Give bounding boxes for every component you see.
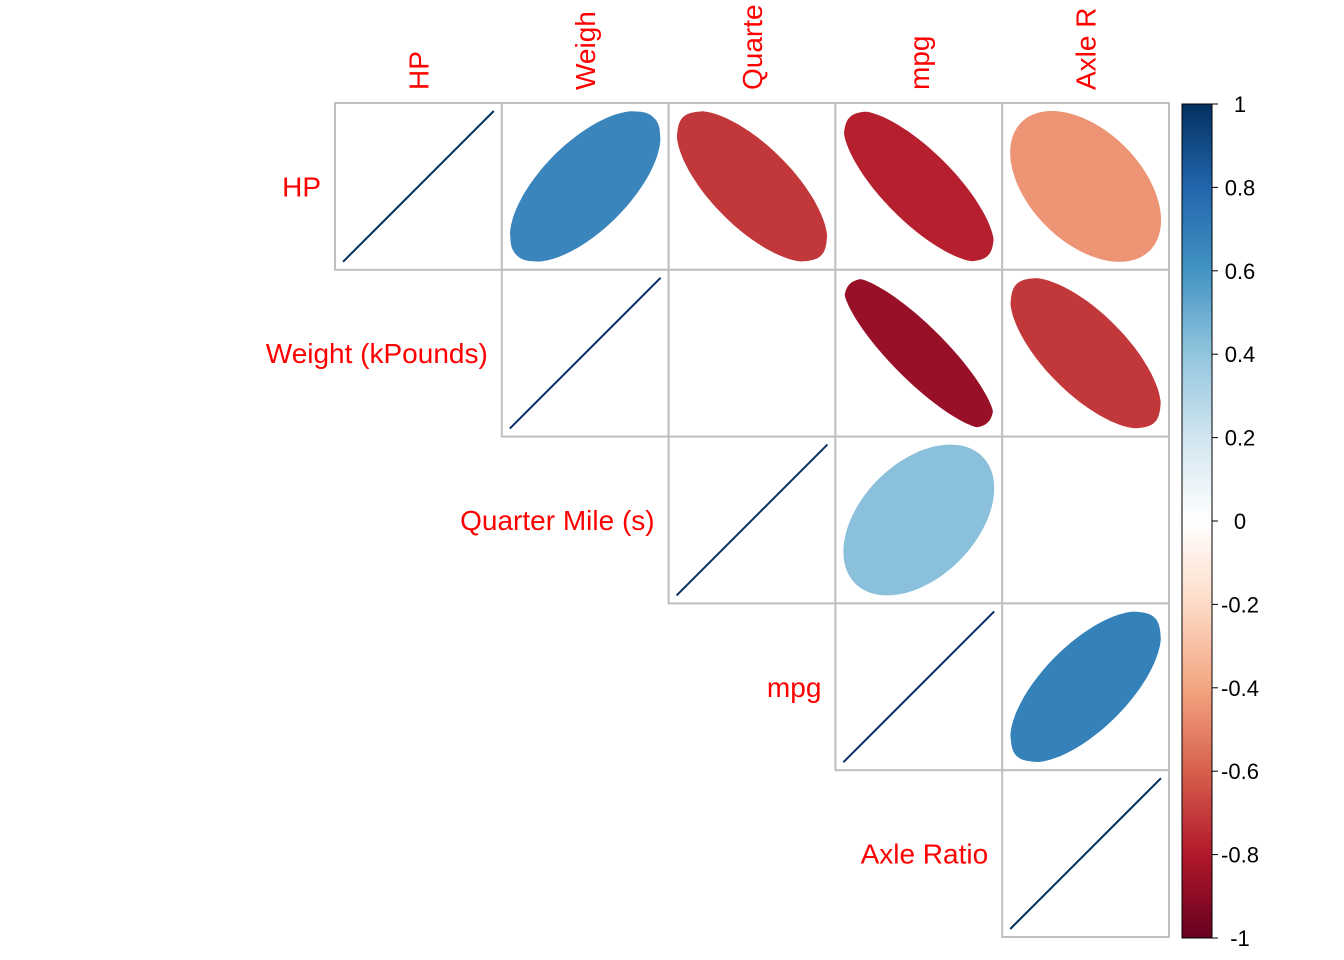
corr-ellipse-0-3	[844, 111, 994, 262]
colorbar-tick-label: 0.6	[1225, 259, 1256, 284]
cell-1-2	[667, 268, 837, 438]
corr-line-1-1	[509, 277, 662, 430]
cell-2-4	[1001, 435, 1171, 605]
colorbar-gradient	[1181, 103, 1213, 939]
row-label: HP	[282, 171, 321, 202]
row-label: mpg	[767, 672, 821, 703]
colorbar-tick-label: 0.8	[1225, 175, 1256, 200]
colorbar-tick-label: -1	[1230, 926, 1250, 951]
colorbar: 1 0.8 0.6 0.4 0.2 0 -0.2 -0.4 -0.6 -0.8 -1	[1181, 92, 1259, 951]
column-label: Weigh	[570, 11, 601, 90]
row-label: Quarter Mile (s)	[460, 505, 654, 536]
column-label: mpg	[904, 36, 935, 90]
corr-line-0-0	[342, 110, 495, 263]
correlation-cells	[334, 102, 1171, 939]
colorbar-tick-label: 0.2	[1225, 426, 1256, 451]
column-label: HP	[403, 51, 434, 90]
colorbar-tick-label: -0.8	[1221, 843, 1259, 868]
corr-ellipse-0-4	[1010, 111, 1161, 262]
row-labels: HP Weight (kPounds) Quarter Mile (s) mpg Axl…	[266, 171, 988, 869]
corr-ellipse-1-4	[1010, 278, 1161, 429]
corr-line-2-2	[675, 443, 829, 597]
column-labels: HP Weigh Quarte mpg Axle R	[403, 4, 1101, 90]
colorbar-tick-label: 1	[1234, 92, 1246, 117]
corr-ellipse-3-4	[1010, 611, 1161, 762]
corr-line-3-3	[842, 610, 995, 763]
corr-ellipse-2-3	[843, 444, 995, 596]
column-label: Axle R	[1071, 8, 1102, 90]
colorbar-tick-label: 0.4	[1225, 342, 1256, 367]
colorbar-tick-label: -0.6	[1221, 759, 1259, 784]
corr-ellipse-0-2	[676, 111, 828, 262]
column-label: Quarte	[737, 4, 768, 90]
corr-ellipse-0-1	[510, 111, 661, 262]
corr-ellipse-1-3	[844, 279, 993, 428]
row-label: Weight (kPounds)	[266, 338, 488, 369]
row-label: Axle Ratio	[861, 839, 989, 870]
colorbar-tick-label: 0	[1234, 509, 1246, 534]
colorbar-tick-label: -0.2	[1221, 592, 1259, 617]
corr-line-4-4	[1009, 777, 1162, 930]
colorbar-tick-label: -0.4	[1221, 676, 1259, 701]
